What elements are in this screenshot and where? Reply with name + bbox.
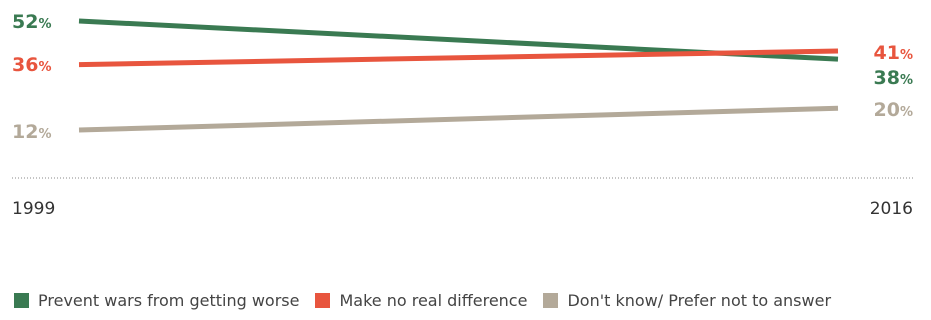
data-label-don-t-know-prefer-not-to-answer-2016: 20%	[874, 99, 913, 121]
legend-item-prevent-wars-from-getting-worse: Prevent wars from getting worse	[14, 291, 299, 310]
legend: Prevent wars from getting worse Make no r…	[14, 291, 847, 310]
legend-swatch	[543, 293, 559, 308]
legend-label: Don't know/ Prefer not to answer	[567, 291, 832, 310]
legend-swatch	[14, 293, 29, 308]
data-label-prevent-wars-from-getting-worse-2016: 38%	[874, 67, 913, 89]
legend-label: Make no real difference	[339, 291, 528, 310]
legend-item-make-no-real-difference: Make no real difference	[315, 291, 527, 310]
x-tick-2016: 2016	[870, 199, 913, 219]
series-lines	[78, 18, 839, 133]
series-line-make-no-real-difference	[78, 48, 839, 68]
data-labels: 52% 38% 36% 41% 12% 20%	[12, 11, 913, 143]
legend-item-don-t-know-prefer-not-to-answer: Don't know/ Prefer not to answer	[543, 291, 831, 310]
data-label-make-no-real-difference-2016: 41%	[874, 42, 913, 64]
series-line-don-t-know-prefer-not-to-answer	[78, 105, 839, 133]
legend-label: Prevent wars from getting worse	[38, 291, 300, 310]
x-axis-ticks: 1999 2016	[12, 199, 913, 219]
data-label-make-no-real-difference-1999: 36%	[12, 54, 51, 76]
x-tick-1999: 1999	[12, 199, 55, 219]
data-label-don-t-know-prefer-not-to-answer-1999: 12%	[12, 121, 51, 143]
data-label-prevent-wars-from-getting-worse-1999: 52%	[12, 11, 51, 33]
legend-swatch	[315, 293, 331, 308]
